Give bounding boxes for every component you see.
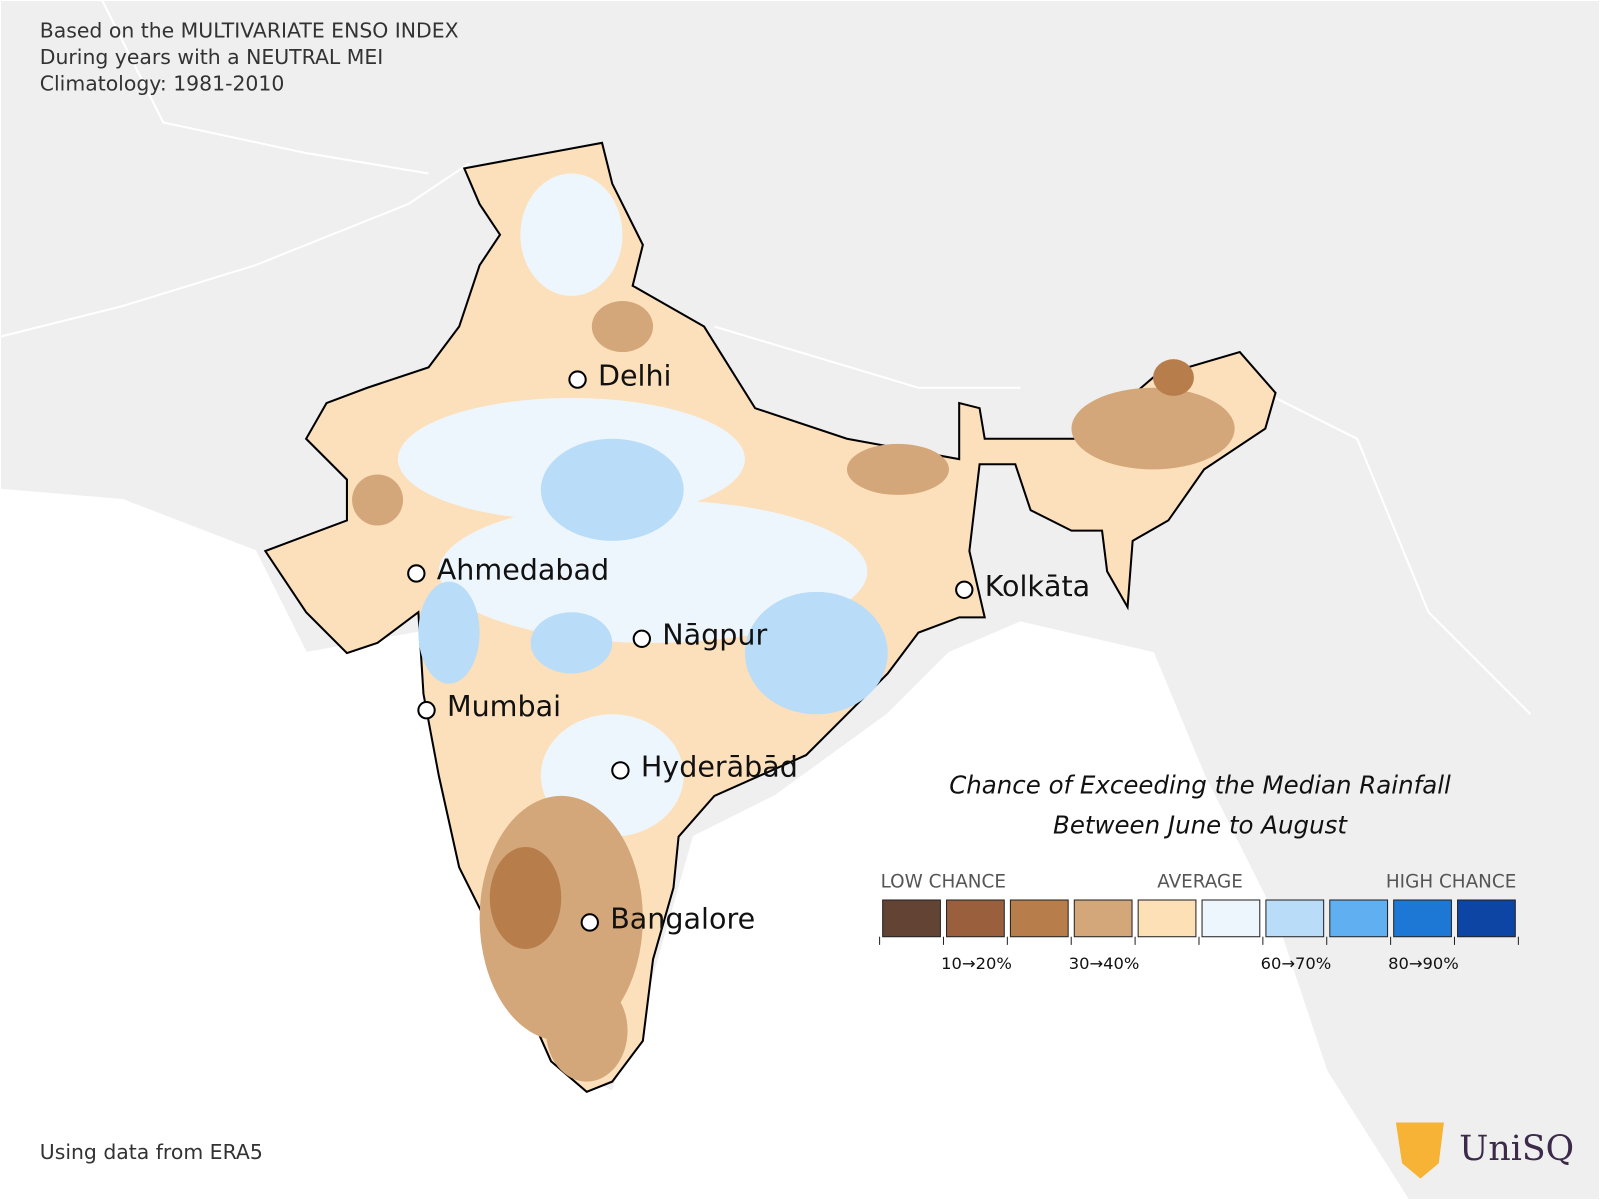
rain-field	[352, 173, 1235, 1082]
legend-swatch	[1009, 899, 1069, 938]
logo: UniSQ	[1395, 1122, 1574, 1179]
header: Based on the MULTIVARIATE ENSO INDEX Dur…	[40, 19, 459, 96]
source-note: Using data from ERA5	[40, 1140, 263, 1164]
cities: Delhi Ahmedabad Kolkāta Nāgpur Mumbai Hy…	[407, 359, 1090, 935]
city-label: Nāgpur	[662, 618, 767, 652]
header-line: During years with a NEUTRAL MEI	[40, 45, 383, 69]
city-label: Bangalore	[610, 901, 755, 935]
city-label: Kolkāta	[985, 569, 1090, 603]
legend-swatch	[946, 899, 1005, 938]
legend-tick-label: 30→40%	[1069, 954, 1140, 973]
city-label: Ahmedabad	[437, 552, 609, 586]
legend-swatch	[1201, 899, 1261, 938]
legend-swatch	[1329, 899, 1389, 938]
legend-title: Chance of Exceeding the Median Rainfall	[949, 771, 1451, 800]
legend-swatch	[1137, 899, 1197, 938]
legend-category: LOW CHANCE	[881, 872, 1006, 893]
legend-category: AVERAGE	[1157, 872, 1243, 893]
borders	[0, 0, 1531, 714]
legend-title: Between June to August	[1053, 811, 1348, 840]
legend-category: HIGH CHANCE	[1386, 872, 1516, 893]
legend-swatch	[1073, 899, 1133, 938]
city-label: Delhi	[598, 359, 672, 393]
header-line: Based on the MULTIVARIATE ENSO INDEX	[40, 19, 459, 43]
legend-swatches	[879, 899, 1519, 945]
city-label: Hyderābād	[641, 749, 798, 783]
legend-swatch	[882, 899, 941, 938]
legend-swatch	[1457, 899, 1516, 938]
legend-tick-label: 60→70%	[1261, 954, 1332, 973]
city-label: Mumbai	[447, 689, 561, 723]
legend-swatch	[1265, 899, 1325, 938]
header-line: Climatology: 1981-2010	[40, 72, 285, 96]
legend-swatch	[1393, 899, 1452, 938]
logo-text: UniSQ	[1459, 1129, 1574, 1169]
legend-tick-label: 80→90%	[1388, 954, 1459, 973]
legend-tick-label: 10→20%	[941, 954, 1012, 973]
